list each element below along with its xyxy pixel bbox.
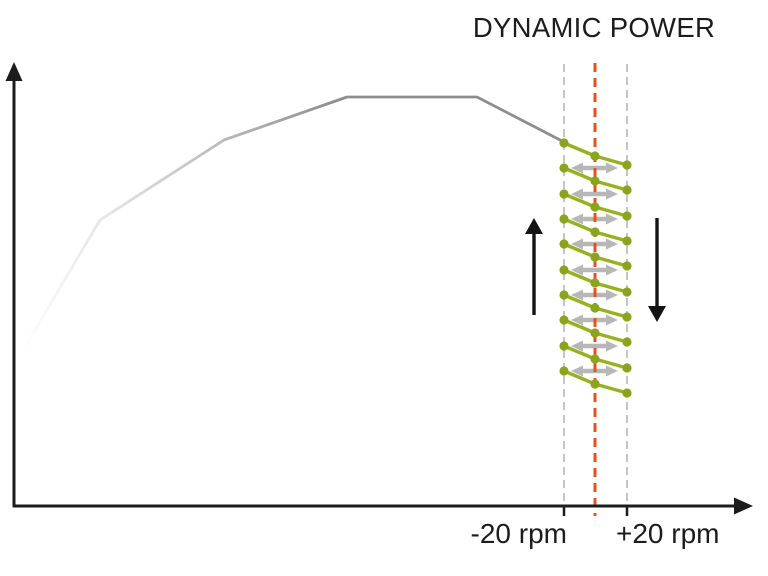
operating-segments-layer (559, 138, 632, 398)
operating-segment (559, 189, 632, 221)
rpm-shift-arrow-left-head (571, 213, 583, 225)
x-axis-arrowhead (734, 497, 753, 515)
operating-point-dot (559, 341, 569, 351)
axes-layer (5, 62, 753, 516)
operating-point-dot (622, 236, 632, 246)
operating-point-dot (622, 388, 632, 398)
chart-title: DYNAMIC POWER (473, 12, 715, 43)
operating-segment (559, 138, 632, 170)
rpm-shift-arrow-right-head (606, 340, 618, 352)
rpm-shift-arrow-left-head (571, 365, 583, 377)
operating-point-dot (590, 252, 600, 262)
operating-point-dot (590, 354, 600, 364)
rpm-shift-arrow-left-head (571, 340, 583, 352)
rpm-shift-arrow-left-head (571, 162, 583, 174)
operating-point-dot (622, 312, 632, 322)
rpm-shift-arrow-right-head (606, 238, 618, 250)
operating-point-dot (590, 227, 600, 237)
operating-segment (559, 239, 632, 271)
rpm-shift-arrow-right-head (606, 188, 618, 200)
rpm-shift-arrow (571, 340, 618, 352)
operating-segment (559, 366, 632, 398)
operating-segment (559, 290, 632, 322)
operating-point-dot (590, 278, 600, 288)
operating-point-dot (622, 363, 632, 373)
operating-point-dot (559, 163, 569, 173)
operating-segment (559, 265, 632, 297)
operating-point-dot (559, 315, 569, 325)
rpm-shift-arrow-right-head (606, 289, 618, 301)
x-tick-label-minus-20rpm: -20 rpm (471, 518, 567, 549)
operating-point-dot (559, 138, 569, 148)
vertical-arrows-layer (525, 218, 666, 322)
operating-point-dot (559, 366, 569, 376)
power-curve-layer (20, 95, 566, 354)
operating-segment (559, 341, 632, 373)
operating-point-dot (622, 160, 632, 170)
shift-arrows-layer (571, 162, 618, 377)
rpm-shift-arrow-left-head (571, 238, 583, 250)
operating-point-dot (590, 176, 600, 186)
operating-point-dot (559, 239, 569, 249)
operating-point-dot (590, 379, 600, 389)
operating-point-dot (590, 328, 600, 338)
operating-segment (559, 214, 632, 246)
operating-point-dot (622, 185, 632, 195)
rpm-shift-arrow (571, 188, 618, 200)
operating-point-dot (622, 211, 632, 221)
rpm-shift-arrow-right-head (606, 314, 618, 326)
operating-point-dot (590, 151, 600, 161)
operating-point-dot (590, 202, 600, 212)
operating-segment (559, 315, 632, 347)
power-curve (20, 95, 566, 354)
x-tick-label-plus-20rpm: +20 rpm (616, 518, 720, 549)
rpm-shift-arrow (571, 264, 618, 276)
operating-point-dot (590, 303, 600, 313)
rpm-shift-arrow-right-head (606, 365, 618, 377)
down-arrow-head (648, 306, 666, 322)
rpm-shift-arrow-left-head (571, 264, 583, 276)
operating-point-dot (622, 287, 632, 297)
operating-point-dot (559, 214, 569, 224)
rpm-shift-arrow-left-head (571, 289, 583, 301)
rpm-shift-arrow-left-head (571, 314, 583, 326)
rpm-shift-arrow-left-head (571, 188, 583, 200)
dashed-guides-layer (563, 64, 628, 506)
y-axis-arrowhead (5, 62, 23, 81)
operating-point-dot (559, 189, 569, 199)
operating-segment (559, 163, 632, 195)
rpm-shift-arrow-right-head (606, 213, 618, 225)
operating-point-dot (622, 337, 632, 347)
operating-point-dot (622, 261, 632, 271)
operating-point-dot (559, 290, 569, 300)
rpm-shift-arrow-right-head (606, 162, 618, 174)
operating-point-dot (559, 265, 569, 275)
up-arrow-head (525, 218, 543, 234)
rpm-shift-arrow-right-head (606, 264, 618, 276)
